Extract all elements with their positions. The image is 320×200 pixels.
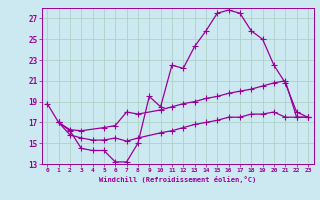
X-axis label: Windchill (Refroidissement éolien,°C): Windchill (Refroidissement éolien,°C): [99, 176, 256, 183]
